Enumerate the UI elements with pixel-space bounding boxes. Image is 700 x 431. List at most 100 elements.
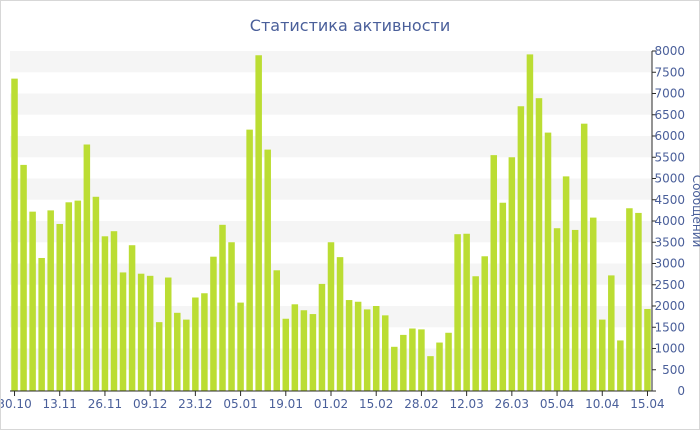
bar (47, 210, 54, 392)
y-tick-label: 1500 (654, 320, 685, 334)
y-tick-label: 8000 (654, 44, 685, 58)
bar (164, 277, 172, 391)
bar (589, 217, 597, 391)
x-tick-label: 23.12 (178, 397, 212, 411)
x-tick-label: 30.10 (1, 397, 32, 411)
y-tick-label: 5500 (654, 150, 685, 164)
bar (282, 318, 290, 391)
bar (119, 272, 127, 391)
y-tick-label: 2500 (654, 278, 685, 292)
bar (472, 276, 479, 391)
bar (219, 224, 226, 391)
bar (626, 208, 633, 391)
x-tick-label: 26.03 (495, 397, 529, 411)
y-tick-label: 3500 (654, 235, 685, 249)
bar (635, 212, 642, 391)
x-ticks: 30.10 13.11 26.11 09.12 23.12 05.01 19.01 01.02… (1, 391, 665, 411)
bar (65, 202, 73, 391)
bar (20, 164, 27, 391)
bar (345, 300, 353, 391)
x-tick-label: 05.01 (223, 397, 257, 411)
x-tick-label: 12.03 (449, 397, 483, 411)
x-tick-label: 13.11 (43, 397, 77, 411)
x-tick-label: 09.12 (133, 397, 167, 411)
y-tick-label: 6500 (654, 108, 685, 122)
y-ticks: 0 500 1000 1500 2000 2500 3000 3500 4000 4500 5000… (652, 44, 685, 398)
bar (391, 346, 398, 391)
bar (544, 132, 552, 391)
bar (580, 123, 588, 392)
bar (400, 334, 407, 391)
grid-band (10, 51, 652, 73)
bar (56, 223, 63, 391)
bar (183, 319, 190, 391)
bar (354, 301, 362, 391)
bar (508, 157, 516, 391)
bar (246, 129, 253, 392)
bar (128, 245, 136, 391)
y-tick-label: 4000 (654, 214, 685, 228)
bar (83, 144, 91, 391)
bar (517, 106, 525, 391)
bar (526, 54, 534, 392)
bar (92, 196, 100, 391)
bar (228, 242, 235, 391)
x-tick-label: 19.01 (269, 397, 303, 411)
bar (490, 155, 498, 392)
bar (11, 78, 18, 392)
bar (463, 233, 470, 391)
bar (454, 234, 461, 391)
bar (29, 211, 36, 391)
bar (318, 283, 326, 391)
bar (427, 356, 434, 391)
y-tick-label: 4500 (654, 193, 685, 207)
bar (273, 270, 280, 391)
x-tick-label: 15.04 (630, 397, 664, 411)
bar (300, 310, 308, 391)
bar (372, 306, 380, 391)
bar (137, 273, 145, 391)
bar (363, 309, 371, 391)
bars (11, 54, 651, 392)
bar (74, 200, 82, 391)
grid-band (10, 136, 652, 158)
bar (535, 98, 543, 392)
bar (38, 257, 45, 391)
bar (617, 340, 624, 391)
bar (192, 297, 199, 391)
bar (382, 315, 389, 391)
bar (436, 342, 443, 391)
y-tick-label: 3000 (654, 257, 685, 271)
bar (237, 302, 244, 391)
bar (445, 332, 452, 391)
x-tick-label: 01.02 (314, 397, 348, 411)
y-tick-label: 500 (662, 363, 685, 377)
y-tick-label: 7500 (654, 65, 685, 79)
chart-title: Статистика активности (250, 16, 450, 35)
bar (155, 322, 163, 391)
bar (553, 228, 561, 391)
bar (174, 312, 181, 391)
bar (327, 242, 335, 391)
bar (644, 308, 651, 391)
y-tick-label: 6000 (654, 129, 685, 143)
bar (210, 256, 217, 391)
bar (336, 257, 344, 392)
y-tick-label: 1000 (654, 342, 685, 356)
bar (562, 176, 570, 392)
y-axis-label: Сообщений (690, 175, 700, 248)
x-tick-label: 10.04 (585, 397, 619, 411)
bar (264, 149, 271, 391)
bar (571, 229, 579, 391)
y-tick-label: 7000 (654, 87, 685, 101)
y-tick-label: 5000 (654, 172, 685, 186)
bar (599, 319, 606, 391)
bar (110, 231, 118, 391)
x-tick-label: 28.02 (404, 397, 438, 411)
grid-band (10, 93, 652, 115)
bar (608, 275, 615, 391)
bar (255, 55, 262, 391)
grid-band (10, 178, 652, 200)
bar (481, 256, 488, 391)
